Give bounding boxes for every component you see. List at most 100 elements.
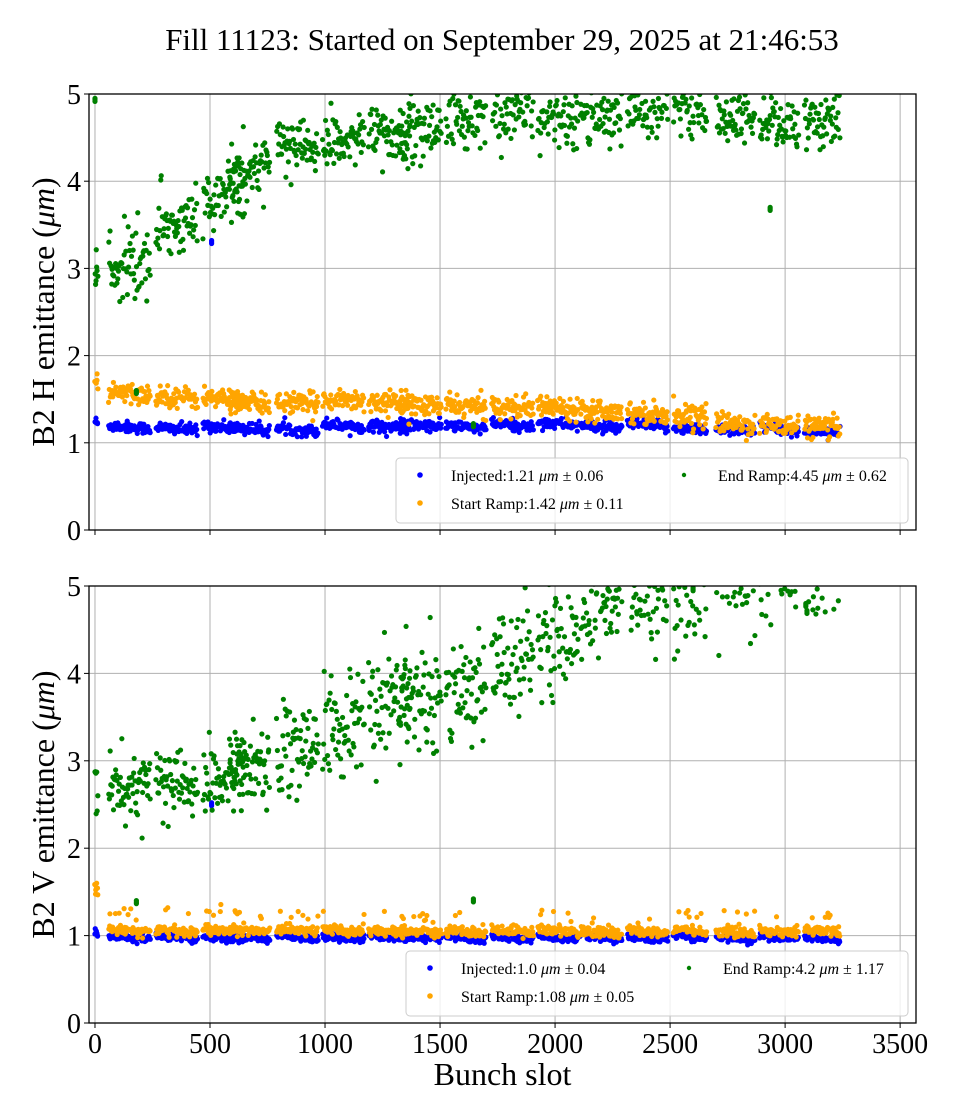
data-point (663, 105, 669, 112)
data-point (611, 104, 617, 111)
data-point (406, 113, 412, 119)
data-point (137, 260, 143, 267)
data-point (805, 135, 811, 141)
data-point (205, 179, 212, 186)
data-point (288, 914, 294, 920)
data-point (543, 77, 548, 82)
data-point (368, 126, 375, 132)
data-point (194, 426, 200, 433)
data-point (560, 398, 567, 404)
data-point (366, 427, 372, 434)
data-point (217, 908, 223, 915)
data-point (253, 421, 259, 428)
data-point (220, 182, 226, 188)
data-point (378, 117, 384, 123)
data-point (469, 123, 475, 129)
data-point (757, 430, 763, 436)
data-point (393, 393, 399, 399)
data-point (806, 121, 812, 127)
data-point (424, 912, 430, 919)
data-point (699, 112, 705, 118)
data-point (719, 116, 725, 122)
data-point (481, 940, 487, 946)
data-point (736, 921, 742, 927)
data-point (402, 139, 408, 146)
data-point (459, 924, 465, 930)
data-point (530, 400, 536, 406)
data-point (564, 140, 570, 146)
data-point (578, 411, 584, 417)
data-point (115, 268, 122, 274)
data-point (370, 429, 376, 435)
data-point (467, 94, 474, 100)
data-point (529, 108, 535, 114)
data-point (600, 120, 606, 127)
data-point (547, 99, 553, 105)
data-point (180, 236, 186, 242)
data-point (780, 139, 786, 145)
data-point (283, 146, 289, 152)
data-point (289, 126, 296, 132)
data-point (794, 144, 800, 150)
data-point (253, 142, 259, 148)
data-point (588, 416, 594, 422)
data-point (448, 131, 454, 137)
data-point (631, 421, 637, 427)
data-point (547, 103, 553, 109)
data-point (789, 103, 795, 109)
data-point (477, 431, 483, 437)
data-point (651, 397, 657, 403)
data-point (361, 935, 367, 942)
data-point (428, 145, 434, 151)
data-point (133, 917, 139, 923)
data-point (290, 409, 296, 415)
data-point (763, 124, 769, 131)
data-point (812, 104, 818, 110)
data-point (211, 192, 217, 198)
data-point (659, 109, 665, 115)
data-point (324, 415, 330, 421)
data-point (700, 426, 706, 432)
data-point (686, 103, 692, 109)
data-point (639, 86, 644, 91)
data-point (771, 108, 777, 115)
data-point (640, 123, 646, 129)
y-tick-label: 5 (67, 80, 81, 111)
data-point (509, 97, 516, 103)
data-point (457, 399, 463, 406)
data-point (417, 115, 423, 121)
data-point (288, 404, 294, 410)
data-point (518, 100, 524, 106)
data-point (174, 230, 180, 236)
data-point (834, 415, 840, 421)
data-point (237, 406, 244, 412)
data-point (288, 182, 294, 188)
data-point (457, 909, 463, 916)
data-point (435, 137, 441, 143)
data-point (728, 112, 734, 118)
data-point (574, 145, 580, 152)
data-point (374, 392, 380, 398)
data-point (567, 396, 573, 402)
data-point (557, 395, 563, 402)
data-point (510, 112, 516, 118)
data-point (110, 379, 117, 386)
data-point (187, 420, 193, 426)
data-point (194, 929, 200, 935)
data-point (135, 935, 141, 941)
y-tick-label: 4 (67, 167, 81, 198)
data-point (175, 217, 181, 224)
data-point (291, 389, 297, 395)
scatter-points (92, 77, 843, 444)
data-point (266, 422, 272, 429)
data-point (684, 107, 690, 114)
data-point (131, 277, 137, 283)
data-point (194, 404, 201, 410)
data-point (246, 406, 253, 413)
data-point (189, 215, 196, 221)
data-point (468, 114, 474, 120)
data-point (231, 169, 237, 175)
data-point (828, 113, 834, 119)
data-point (172, 922, 178, 928)
